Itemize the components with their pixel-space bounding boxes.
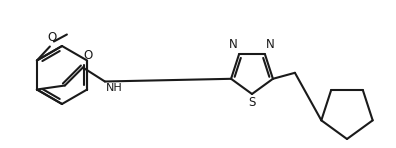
Text: O: O xyxy=(47,30,57,44)
Text: N: N xyxy=(229,38,238,51)
Text: NH: NH xyxy=(106,82,123,92)
Text: S: S xyxy=(248,96,256,109)
Text: O: O xyxy=(83,49,93,62)
Text: N: N xyxy=(266,38,275,51)
